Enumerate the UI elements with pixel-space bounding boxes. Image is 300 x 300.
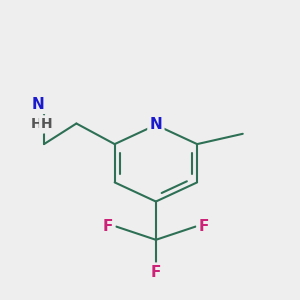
- Text: H: H: [41, 117, 53, 131]
- Text: F: F: [199, 219, 209, 234]
- Text: F: F: [151, 265, 161, 280]
- Text: N: N: [149, 118, 162, 133]
- Text: H: H: [31, 117, 43, 131]
- Text: F: F: [103, 219, 113, 234]
- Text: N: N: [31, 97, 44, 112]
